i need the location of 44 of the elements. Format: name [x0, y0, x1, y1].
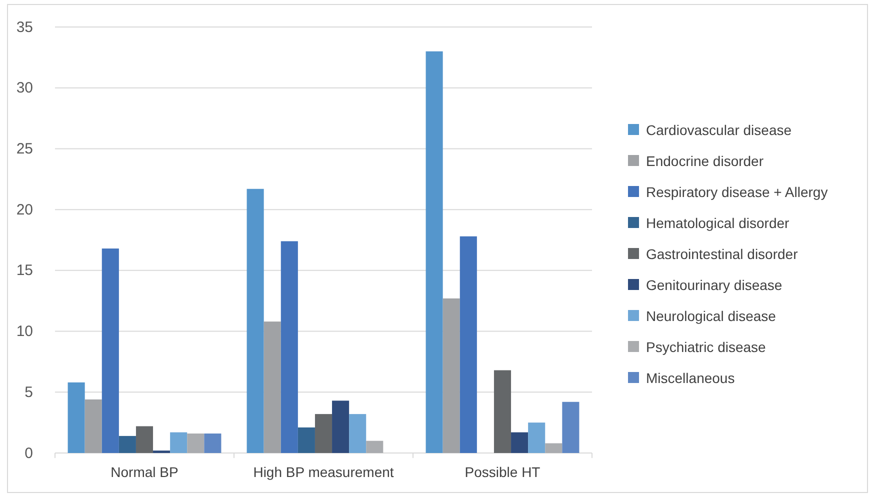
- bar: [298, 427, 315, 453]
- x-tick-label: High BP measurement: [253, 464, 394, 480]
- legend-label: Miscellaneous: [646, 370, 735, 386]
- bar: [102, 248, 119, 453]
- x-tick-label: Normal BP: [110, 464, 178, 480]
- bar: [349, 414, 366, 453]
- bar: [545, 443, 562, 453]
- y-tick-label: 0: [24, 444, 33, 462]
- bar: [68, 382, 85, 453]
- y-tick-label: 15: [16, 262, 33, 280]
- bar: [366, 440, 384, 453]
- bar: [118, 436, 136, 453]
- y-tick-label: 25: [16, 140, 33, 158]
- y-tick-label: 30: [16, 80, 33, 97]
- legend-label: Hematological disorder: [646, 214, 790, 231]
- bar: [280, 241, 298, 453]
- legend-label: Respiratory disease + Allergy: [646, 184, 828, 200]
- bar: [314, 414, 332, 453]
- bar: [84, 399, 102, 453]
- y-tick-label: 5: [24, 384, 33, 401]
- bar: [528, 422, 546, 453]
- legend-label: Genitourinary disease: [646, 276, 782, 293]
- x-tick-label: Possible HT: [464, 464, 541, 480]
- bar: [204, 434, 222, 453]
- bar: [264, 322, 281, 453]
- bar: [494, 370, 512, 453]
- legend-label: Endocrine disorder: [646, 152, 764, 169]
- bar: [246, 188, 264, 453]
- bar: [562, 402, 580, 453]
- y-tick-label: 20: [16, 201, 33, 218]
- bar: [511, 432, 528, 453]
- legend-label: Gastrointestinal disorder: [646, 246, 798, 262]
- legend-label: Psychiatric disease: [646, 338, 766, 355]
- y-tick-label: 10: [16, 323, 33, 340]
- bar: [136, 426, 154, 453]
- bar: [426, 51, 443, 453]
- bar: [442, 298, 460, 453]
- bar: [170, 432, 188, 453]
- bar: [460, 236, 477, 453]
- y-tick-label: 35: [16, 18, 33, 36]
- bar: [332, 400, 350, 453]
- legend-label: Neurological disease: [646, 308, 776, 324]
- bar: [187, 434, 204, 453]
- legend-label: Cardiovascular disease: [646, 122, 792, 138]
